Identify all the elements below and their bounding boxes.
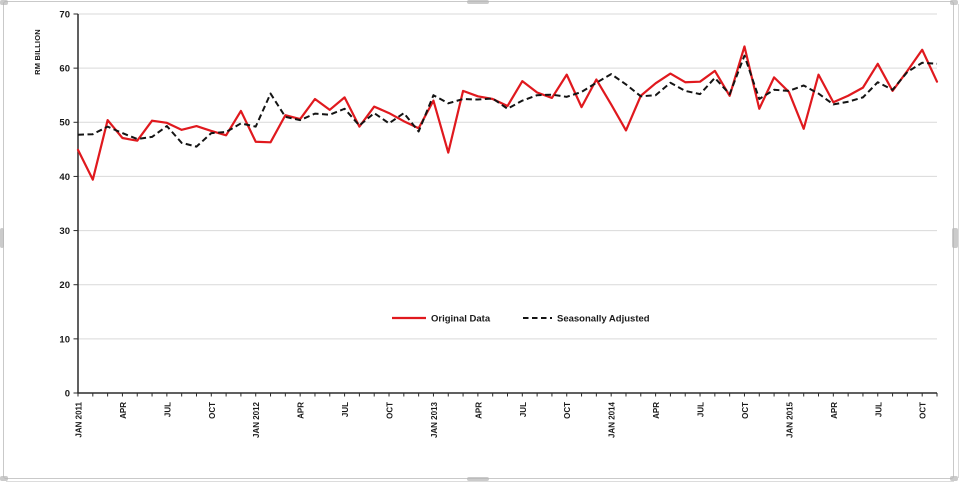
- y-tick-label-40: 40: [59, 172, 70, 183]
- y-tick-label-0: 0: [65, 388, 70, 399]
- legend: Original Data Seasonally Adjusted: [392, 314, 650, 325]
- y-tick-label-50: 50: [59, 118, 70, 129]
- x-tick-label-apr: APR: [119, 402, 128, 419]
- y-tick-label-60: 60: [59, 64, 70, 75]
- x-tick-label-oct: OCT: [741, 402, 750, 419]
- x-tick-label-oct: OCT: [563, 402, 572, 419]
- y-axis-title: RM BILLION: [33, 29, 42, 75]
- x-tick-label-oct: OCT: [386, 402, 395, 419]
- series-lines: [76, 45, 939, 181]
- x-tick-label-apr: APR: [652, 402, 661, 419]
- y-tick-label-10: 10: [59, 334, 70, 345]
- selection-handle-bottom-right[interactable]: [950, 476, 958, 481]
- y-tick-label-30: 30: [59, 226, 70, 237]
- seasonally-adjusted-line[interactable]: [77, 54, 938, 148]
- x-tick-label-jul: JUL: [519, 402, 528, 417]
- x-tick-label-apr: APR: [474, 402, 483, 419]
- x-axis-tick-labels: JAN 2011 APR JUL OCT JAN 2012 APR JUL OCT JAN 20…: [75, 401, 928, 438]
- legend-label-seasonally-adjusted[interactable]: Seasonally Adjusted: [557, 314, 650, 325]
- x-tick-label-jan-2014: JAN 2014: [608, 401, 617, 438]
- legend-label-original-data[interactable]: Original Data: [431, 314, 491, 325]
- x-tick-label-jul: JUL: [163, 402, 172, 417]
- x-tick-label-jul: JUL: [697, 402, 706, 417]
- gridlines: [78, 13, 937, 340]
- selection-handle-top-left[interactable]: [0, 0, 8, 5]
- x-tick-label-oct: OCT: [208, 402, 217, 419]
- x-tick-label-jan-2012: JAN 2012: [252, 401, 261, 438]
- chart-object-frame-right-edge: [958, 4, 959, 478]
- selection-handle-bottom[interactable]: [467, 477, 489, 481]
- y-tick-label-70: 70: [59, 9, 70, 20]
- y-axis-tick-labels: 0 10 20 30 40 50 60 70: [59, 9, 70, 399]
- selection-handle-left[interactable]: [0, 228, 4, 248]
- x-tick-label-jan-2011: JAN 2011: [75, 401, 84, 437]
- selection-handle-top-right[interactable]: [950, 0, 958, 5]
- x-tick-label-jan-2013: JAN 2013: [430, 401, 439, 438]
- axes: [73, 13, 938, 397]
- x-tick-label-oct: OCT: [919, 402, 928, 419]
- x-tick-label-apr: APR: [830, 402, 839, 419]
- x-tick-label-jul: JUL: [874, 402, 883, 417]
- selection-handle-top[interactable]: [467, 0, 489, 4]
- y-tick-label-20: 20: [59, 280, 70, 291]
- original-data-line[interactable]: [76, 45, 939, 181]
- x-tick-label-jul: JUL: [341, 402, 350, 417]
- x-tick-label-apr: APR: [297, 402, 306, 419]
- selection-handle-right[interactable]: [952, 228, 958, 248]
- x-tick-label-jan-2015: JAN 2015: [785, 401, 794, 438]
- selection-handle-bottom-left[interactable]: [0, 476, 8, 481]
